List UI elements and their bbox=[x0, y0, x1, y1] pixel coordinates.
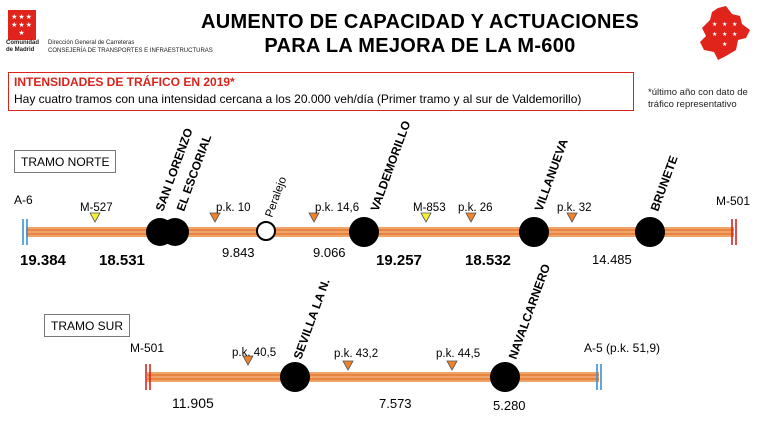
traffic-alert-box bbox=[8, 72, 634, 111]
pk-label: p.k. 43,2 bbox=[334, 348, 378, 360]
town-label: SEVILLA LA N. bbox=[291, 277, 333, 361]
tramo-sur-label: TRAMO SUR bbox=[44, 314, 130, 337]
orange-marker-icon bbox=[342, 360, 354, 371]
town-node bbox=[161, 218, 189, 246]
svg-text:★: ★ bbox=[722, 41, 727, 48]
traffic-volume: 9.066 bbox=[313, 245, 346, 260]
svg-text:★: ★ bbox=[712, 21, 717, 28]
town-label: BRUNETE bbox=[648, 154, 681, 213]
department-text: Dirección General de Carreteras CONSEJER… bbox=[48, 39, 213, 55]
town-node bbox=[519, 217, 549, 247]
pk-label: p.k. 26 bbox=[458, 202, 493, 214]
north-end-label: M-501 bbox=[716, 194, 750, 208]
traffic-volume: 18.531 bbox=[99, 252, 145, 269]
north-start-label: A-6 bbox=[14, 193, 33, 207]
pk-label: p.k. 14,6 bbox=[315, 202, 359, 214]
south-start-marker bbox=[145, 364, 151, 390]
orange-marker-icon bbox=[242, 355, 254, 366]
svg-text:★: ★ bbox=[732, 31, 737, 38]
traffic-volume: 19.257 bbox=[376, 252, 422, 269]
footnote: *último año con dato de tráfico represen… bbox=[648, 87, 748, 110]
north-road bbox=[26, 227, 734, 237]
south-end-label: A-5 (p.k. 51,9) bbox=[584, 341, 660, 355]
traffic-volume: 11.905 bbox=[172, 395, 214, 411]
road-m853: M-853 bbox=[413, 202, 446, 214]
tramo-norte-label: TRAMO NORTE bbox=[14, 150, 117, 173]
svg-text:★: ★ bbox=[732, 21, 737, 28]
yellow-marker-icon bbox=[89, 212, 101, 223]
town-node bbox=[349, 217, 379, 247]
town-label: NAVALCARNERO bbox=[506, 262, 553, 361]
title-line1: AUMENTO DE CAPACIDAD Y ACTUACIONES bbox=[200, 11, 639, 33]
yellow-marker-icon bbox=[420, 212, 432, 223]
orange-marker-icon bbox=[209, 212, 221, 223]
south-road bbox=[147, 372, 599, 382]
orange-marker-icon bbox=[465, 212, 477, 223]
south-start-label: M-501 bbox=[130, 341, 164, 355]
dept-line2: CONSEJERÍA DE TRANSPORTES E INFRAESTRUCT… bbox=[48, 48, 213, 54]
traffic-volume: 14.485 bbox=[592, 252, 632, 267]
north-start-marker bbox=[22, 219, 28, 245]
madrid-logo-icon bbox=[8, 10, 36, 40]
alert-text: Hay cuatro tramos con una intensidad cer… bbox=[14, 92, 582, 106]
orange-marker-icon bbox=[446, 360, 458, 371]
logo-name: Comunidad de Madrid bbox=[6, 40, 39, 53]
orange-marker-icon bbox=[308, 212, 320, 223]
pk-label: p.k. 40,5 bbox=[232, 347, 276, 359]
svg-text:★: ★ bbox=[722, 31, 727, 38]
svg-text:★: ★ bbox=[722, 21, 727, 28]
town-node bbox=[635, 217, 665, 247]
pk-label: p.k. 44,5 bbox=[436, 348, 480, 360]
svg-text:★: ★ bbox=[712, 31, 717, 38]
town-node-outline bbox=[256, 221, 276, 241]
north-end-marker bbox=[731, 219, 737, 245]
town-node bbox=[490, 362, 520, 392]
town-label: VALDEMORILLO bbox=[368, 119, 414, 213]
traffic-volume: 9.843 bbox=[222, 245, 255, 260]
madrid-map-icon: ★ ★ ★ ★ ★ ★ ★ bbox=[700, 6, 750, 60]
pk-label: p.k. 10 bbox=[216, 202, 251, 214]
dept-line1: Dirección General de Carreteras bbox=[48, 40, 135, 46]
traffic-volume: 7.573 bbox=[379, 396, 412, 411]
logo-stars-icon: ★★★ ★★★ ★ bbox=[11, 14, 33, 37]
road-m527: M-527 bbox=[80, 202, 113, 214]
orange-marker-icon bbox=[566, 212, 578, 223]
pk-label: p.k. 32 bbox=[557, 202, 592, 214]
town-label: Peralejo bbox=[264, 175, 290, 219]
page-title: AUMENTO DE CAPACIDAD Y ACTUACIONES PARA … bbox=[160, 10, 680, 58]
title-line2: PARA LA MEJORA DE LA M-600 bbox=[264, 35, 576, 57]
traffic-volume: 5.280 bbox=[493, 398, 526, 413]
traffic-volume: 19.384 bbox=[20, 252, 67, 269]
south-end-marker bbox=[596, 364, 602, 390]
traffic-volume: 18.532 bbox=[465, 252, 511, 269]
town-node bbox=[280, 362, 310, 392]
alert-title: INTENSIDADES DE TRÁFICO EN 2019* bbox=[14, 75, 235, 89]
